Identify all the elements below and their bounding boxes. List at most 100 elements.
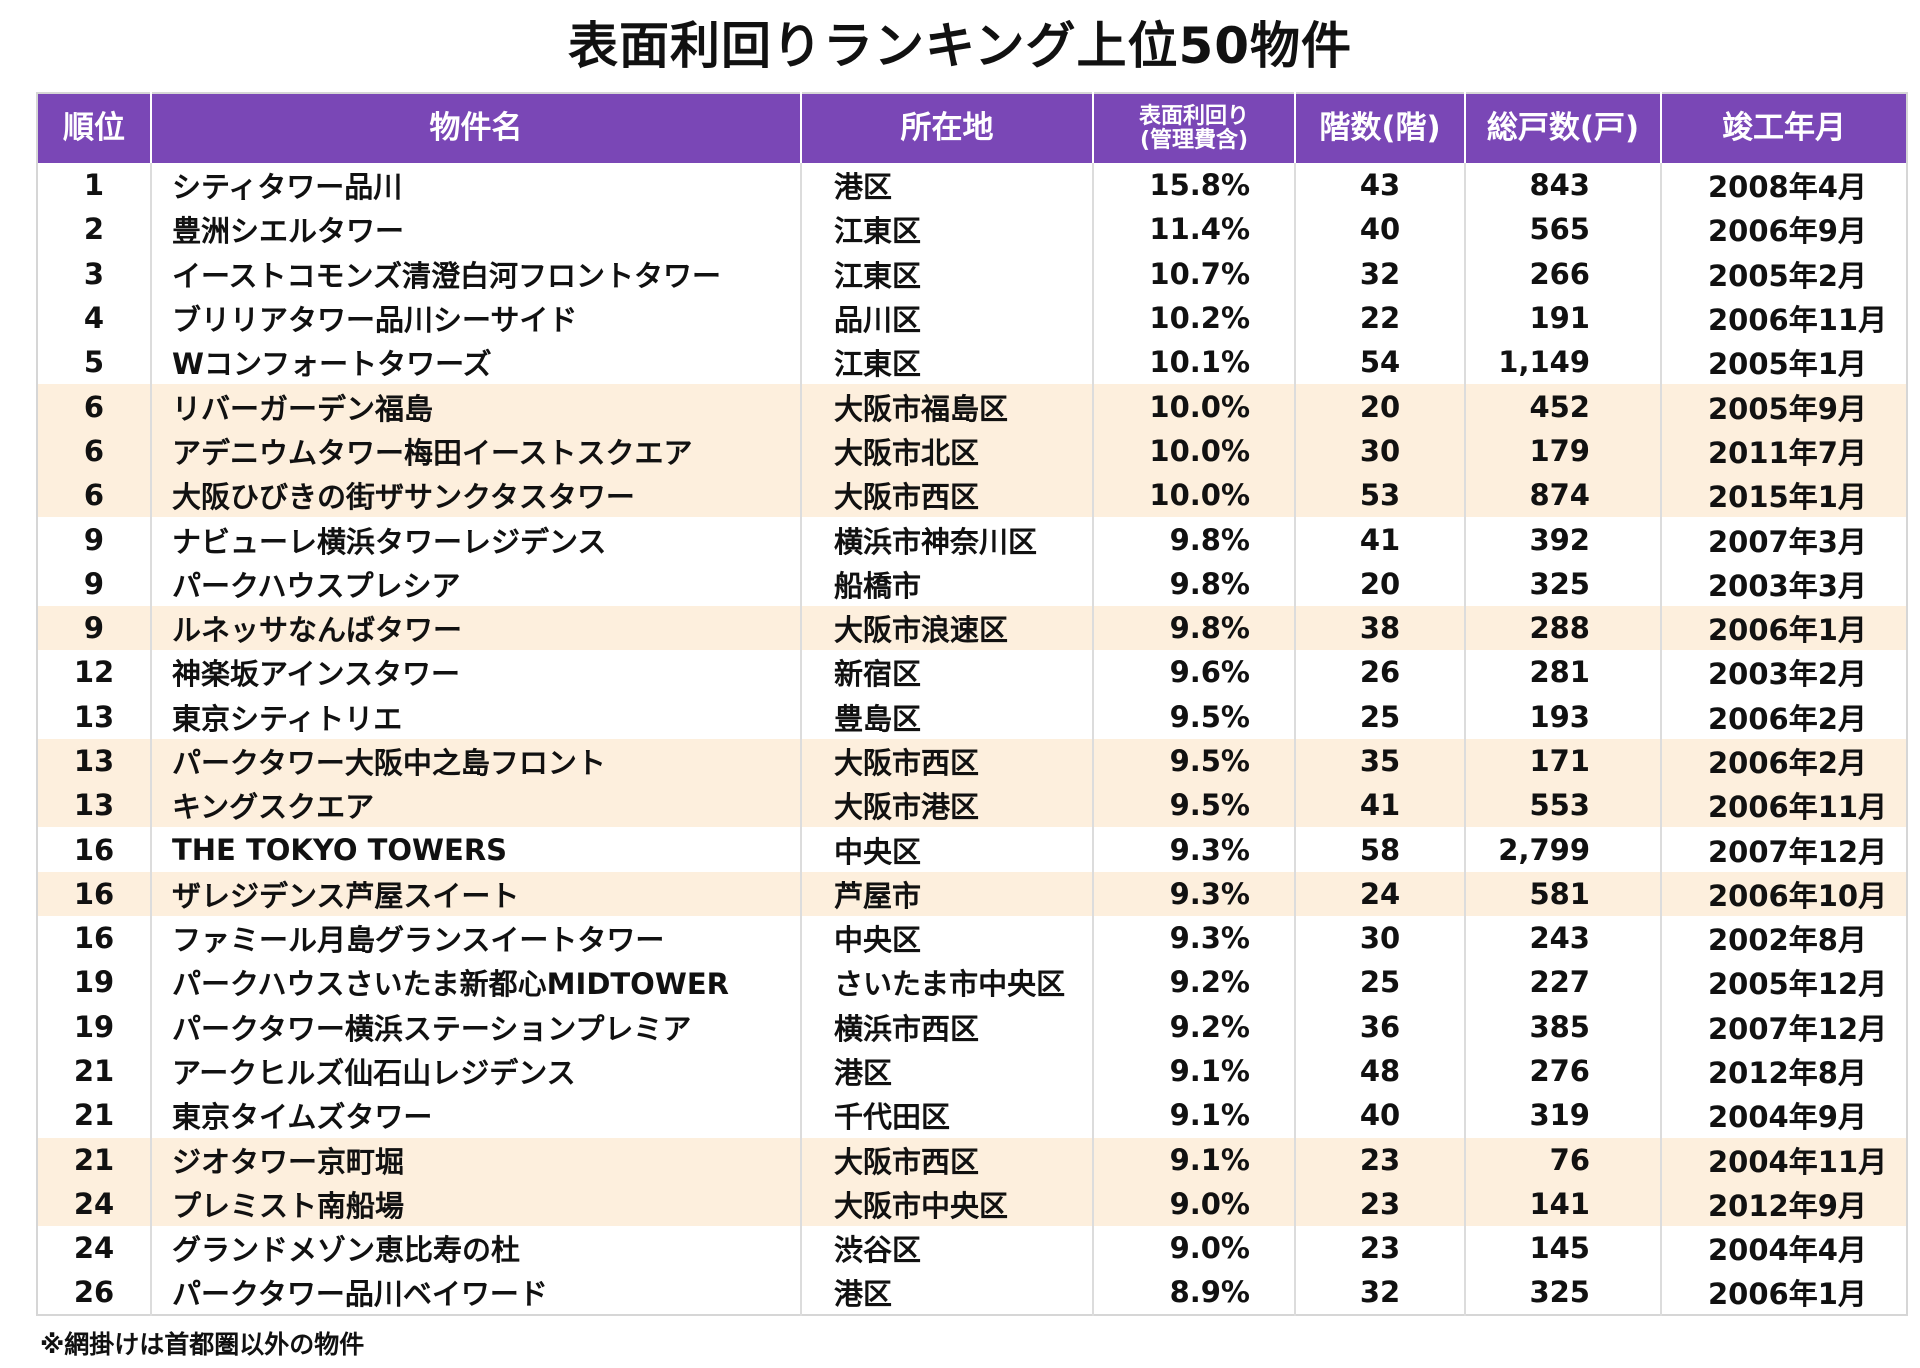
property-name-cell: グランドメゾン恵比寿の杜 — [150, 1226, 801, 1271]
yield-cell: 10.0% — [1092, 473, 1295, 518]
rank-cell: 21 — [37, 1137, 151, 1182]
yield-cell: 10.7% — [1092, 251, 1295, 296]
completed-cell: 2005年12月 — [1660, 960, 1907, 1005]
table-row: 24 グランドメゾン恵比寿の杜 渋谷区 9.0% 23 145 2004年4月 — [37, 1226, 1907, 1271]
property-name-cell: 豊洲シエルタワー — [150, 207, 801, 252]
rank-cell: 12 — [73, 655, 115, 690]
table-row: 3 イーストコモンズ清澄白河フロントタワー 江東区 10.7% 32 266 2005年2月 — [37, 251, 1907, 296]
table-row: 13 キングスクエア 大阪市港区 9.5% 41 553 2006年11月 — [37, 783, 1907, 828]
units-cell: 243 — [1464, 916, 1661, 961]
rank-cell: 13 — [37, 783, 151, 828]
location-cell: 船橋市 — [800, 561, 1093, 606]
completed-cell: 2003年3月 — [1660, 561, 1907, 606]
units-cell: 276 — [1464, 1048, 1661, 1094]
table-row: 9 パークハウスプレシア 船橋市 9.8% 20 325 2003年3月 — [37, 561, 1907, 606]
units-cell: 179 — [1464, 428, 1661, 474]
completed-cell: 2006年2月 — [1660, 738, 1907, 784]
floors-cell: 58 — [1294, 827, 1465, 872]
floors-cell: 23 — [1294, 1181, 1465, 1227]
floors-cell: 48 — [1294, 1048, 1465, 1094]
floors-cell: 23 — [1294, 1226, 1465, 1271]
rank-cell: 21 — [73, 1054, 115, 1089]
rank-cell: 19 — [73, 1009, 115, 1044]
column-header-name: 物件名 — [150, 93, 802, 163]
property-name-cell: パークタワー大阪中之島フロント — [150, 738, 801, 784]
location-cell: 芦屋市 — [800, 871, 1093, 917]
completed-cell: 2004年11月 — [1660, 1137, 1907, 1182]
location-cell: 新宿区 — [800, 650, 1093, 695]
column-header-completed: 竣工年月 — [1660, 93, 1907, 163]
location-cell: 大阪市浪速区 — [800, 605, 1093, 651]
property-name-cell: パークタワー横浜ステーションプレミア — [150, 1004, 801, 1049]
units-cell: 319 — [1464, 1093, 1661, 1138]
floors-cell: 54 — [1294, 340, 1465, 385]
units-cell: 392 — [1464, 517, 1661, 562]
table-row: 13 東京シティトリエ 豊島区 9.5% 25 193 2006年2月 — [37, 694, 1907, 739]
location-cell: 中央区 — [800, 827, 1093, 872]
location-cell: 大阪市中央区 — [800, 1181, 1093, 1227]
units-cell: 1,149 — [1464, 340, 1661, 385]
units-cell: 565 — [1464, 207, 1661, 252]
location-cell: 中央区 — [800, 916, 1093, 961]
floors-cell: 41 — [1294, 783, 1465, 828]
rank-cell: 3 — [83, 256, 105, 291]
units-cell: 452 — [1464, 384, 1661, 429]
units-cell: 141 — [1464, 1181, 1661, 1227]
table-row: 9 ルネッサなんばタワー 大阪市浪速区 9.8% 38 288 2006年1月 — [37, 605, 1907, 651]
table-row: 6 アデニウムタワー梅田イーストスクエア 大阪市北区 10.0% 30 179 2011年7… — [37, 428, 1907, 474]
yield-cell: 9.3% — [1092, 827, 1295, 872]
location-cell: さいたま市中央区 — [800, 960, 1093, 1005]
completed-cell: 2007年12月 — [1660, 1004, 1907, 1049]
completed-cell: 2007年3月 — [1660, 517, 1907, 562]
rank-cell: 6 — [37, 384, 151, 429]
property-name-cell: ブリリアタワー品川シーサイド — [150, 295, 801, 341]
floors-cell: 40 — [1294, 207, 1465, 252]
floors-cell: 43 — [1294, 163, 1465, 208]
rank-cell: 1 — [83, 168, 105, 203]
location-cell: 横浜市西区 — [800, 1004, 1093, 1049]
location-cell: 大阪市西区 — [800, 473, 1093, 518]
completed-cell: 2008年4月 — [1660, 163, 1907, 208]
yield-cell: 9.0% — [1092, 1226, 1295, 1271]
table-row: 4 ブリリアタワー品川シーサイド 品川区 10.2% 22 191 2006年11月 — [37, 295, 1907, 341]
yield-cell: 8.9% — [1092, 1270, 1295, 1315]
units-cell: 2,799 — [1464, 827, 1661, 872]
property-name-cell: ザレジデンス芦屋スイート — [150, 871, 801, 917]
property-name-cell: プレミスト南船場 — [150, 1181, 801, 1227]
yield-cell: 9.8% — [1092, 561, 1295, 606]
rank-cell: 2 — [83, 212, 105, 247]
rank-cell: 26 — [73, 1275, 115, 1310]
page-title: 表面利回りランキング上位50物件 — [567, 17, 1353, 75]
floors-cell: 22 — [1294, 295, 1465, 341]
rank-cell: 5 — [83, 345, 105, 380]
floors-cell: 32 — [1294, 251, 1465, 296]
yield-cell: 9.1% — [1092, 1048, 1295, 1094]
floors-cell: 30 — [1294, 428, 1465, 474]
rank-cell: 19 — [73, 965, 115, 1000]
completed-cell: 2005年9月 — [1660, 384, 1907, 429]
units-cell: 843 — [1464, 163, 1661, 208]
completed-cell: 2005年1月 — [1660, 340, 1907, 385]
location-cell: 豊島区 — [800, 694, 1093, 739]
property-name-cell: 東京タイムズタワー — [150, 1093, 801, 1138]
completed-cell: 2002年8月 — [1660, 916, 1907, 961]
yield-cell: 9.8% — [1092, 517, 1295, 562]
rank-cell: 6 — [37, 428, 151, 474]
table-row: 19 パークハウスさいたま新都心MIDTOWER さいたま市中央区 9.2% 25 227… — [37, 960, 1907, 1005]
rank-cell: 9 — [37, 605, 151, 651]
units-cell: 76 — [1464, 1137, 1661, 1182]
yield-cell: 10.2% — [1092, 295, 1295, 341]
location-cell: 大阪市港区 — [800, 783, 1093, 828]
floors-cell: 30 — [1294, 916, 1465, 961]
property-name-cell: ファミール月島グランスイートタワー — [150, 916, 801, 961]
floors-cell: 41 — [1294, 517, 1465, 562]
ranking-table: 順位 物件名 所在地 表面利回り (管理費含) 階数(階) 総戸数(戸) 竣工年… — [36, 92, 1908, 1316]
table-row: 6 リバーガーデン福島 大阪市福島区 10.0% 20 452 2005年9月 — [37, 384, 1907, 429]
location-cell: 大阪市西区 — [800, 738, 1093, 784]
units-cell: 191 — [1464, 295, 1661, 341]
yield-cell: 15.8% — [1092, 163, 1295, 208]
table-row: 12 神楽坂アインスタワー 新宿区 9.6% 26 281 2003年2月 — [37, 650, 1907, 695]
column-header-rank: 順位 — [37, 93, 152, 163]
completed-cell: 2006年9月 — [1660, 207, 1907, 252]
completed-cell: 2006年11月 — [1660, 783, 1907, 828]
